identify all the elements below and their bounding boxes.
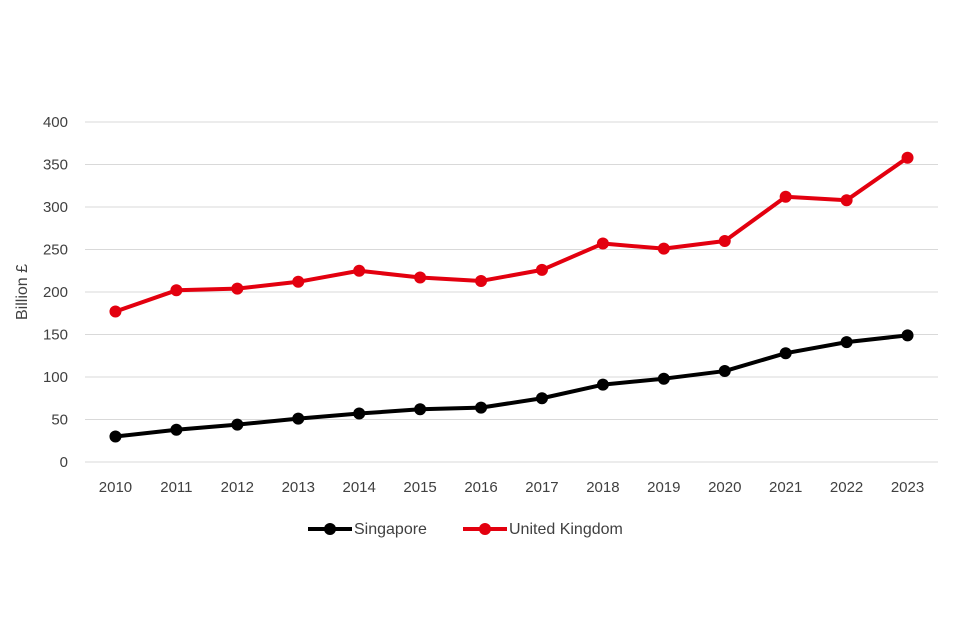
- data-point-united-kingdom: [596, 237, 609, 250]
- data-point-singapore: [718, 365, 731, 378]
- y-axis-title: Billion £: [14, 264, 31, 320]
- x-tick-label: 2017: [525, 479, 558, 496]
- x-tick-label: 2014: [342, 479, 375, 496]
- y-tick-label: 200: [43, 284, 68, 301]
- data-point-singapore: [353, 407, 366, 420]
- data-point-singapore: [170, 423, 183, 436]
- data-point-united-kingdom: [109, 305, 122, 318]
- y-tick-label: 50: [51, 412, 68, 429]
- data-point-united-kingdom: [840, 194, 853, 207]
- gridlines: [85, 121, 938, 463]
- data-point-united-kingdom: [170, 284, 183, 297]
- x-tick-label: 2022: [830, 479, 863, 496]
- legend: Singapore United Kingdom: [308, 521, 623, 538]
- x-tick-label: 2012: [221, 479, 254, 496]
- legend-label-singapore: Singapore: [354, 521, 427, 538]
- y-axis-ticks: 0 50 100 150 200 250 300 350 400: [43, 114, 68, 471]
- data-point-united-kingdom: [779, 190, 792, 203]
- data-point-singapore: [292, 412, 305, 425]
- x-tick-label: 2016: [464, 479, 497, 496]
- data-point-united-kingdom: [535, 263, 548, 276]
- y-tick-label: 400: [43, 114, 68, 131]
- data-point-united-kingdom: [901, 151, 914, 164]
- x-axis-ticks: 2010 2011 2012 2013 2014 2015 2016 2017 2018 2019…: [99, 479, 924, 496]
- x-tick-label: 2021: [769, 479, 802, 496]
- data-point-singapore: [596, 378, 609, 391]
- x-tick-label: 2011: [160, 479, 192, 496]
- data-point-singapore: [779, 347, 792, 360]
- data-point-united-kingdom: [657, 242, 670, 255]
- y-tick-label: 150: [43, 327, 68, 344]
- data-point-united-kingdom: [414, 271, 427, 284]
- x-tick-label: 2020: [708, 479, 741, 496]
- series-lines: [109, 151, 914, 443]
- x-tick-label: 2023: [891, 479, 924, 496]
- legend-marker-singapore: [324, 523, 336, 535]
- data-point-singapore: [535, 392, 548, 405]
- data-point-united-kingdom: [292, 275, 305, 288]
- legend-label-united-kingdom: United Kingdom: [509, 521, 623, 538]
- x-tick-label: 2013: [282, 479, 315, 496]
- data-point-singapore: [414, 403, 427, 416]
- y-tick-label: 300: [43, 199, 68, 216]
- data-point-singapore: [657, 372, 670, 385]
- data-point-singapore: [231, 418, 244, 431]
- y-tick-label: 250: [43, 242, 68, 259]
- data-point-united-kingdom: [231, 282, 244, 295]
- data-point-united-kingdom: [718, 235, 731, 247]
- x-tick-label: 2018: [586, 479, 619, 496]
- y-tick-label: 350: [43, 157, 68, 174]
- y-tick-label: 100: [43, 369, 68, 386]
- series-line-singapore: [115, 333, 908, 439]
- data-point-singapore: [840, 336, 853, 349]
- x-tick-label: 2015: [403, 479, 436, 496]
- y-tick-label: 0: [60, 454, 68, 471]
- x-tick-label: 2019: [647, 479, 680, 496]
- data-point-united-kingdom: [475, 274, 488, 287]
- data-point-united-kingdom: [353, 264, 366, 277]
- x-tick-label: 2010: [99, 479, 132, 496]
- data-point-singapore: [901, 329, 914, 342]
- legend-marker-united-kingdom: [479, 523, 491, 535]
- data-point-singapore: [109, 430, 122, 443]
- series-line-united-kingdom: [114, 156, 909, 314]
- data-point-singapore: [475, 401, 488, 414]
